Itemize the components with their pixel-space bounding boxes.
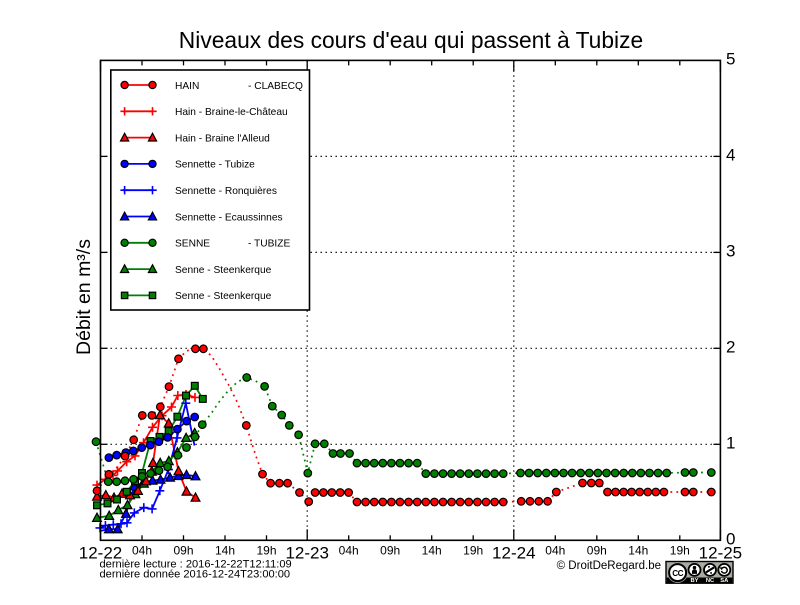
svg-text:12-23: 12-23 <box>285 544 328 563</box>
svg-text:04h: 04h <box>132 544 152 558</box>
svg-text:12-22: 12-22 <box>79 544 122 563</box>
svg-text:BY: BY <box>690 578 698 584</box>
svg-text:04h: 04h <box>339 544 359 558</box>
svg-text:Hain - Braine l'Alleud: Hain - Braine l'Alleud <box>175 133 270 144</box>
svg-text:09h: 09h <box>380 544 400 558</box>
svg-text:Niveaux des cours d'eau qui pa: Niveaux des cours d'eau qui passent à Tu… <box>179 27 643 53</box>
svg-text:2: 2 <box>726 337 735 356</box>
svg-text:12-24: 12-24 <box>492 544 535 563</box>
svg-text:14h: 14h <box>422 544 442 558</box>
svg-text:Senne - Steenkerque: Senne - Steenkerque <box>175 265 272 276</box>
svg-text:dernière donnée 2016-12-24T23: dernière donnée 2016-12-24T23:00:00 <box>100 568 291 580</box>
svg-text:SA: SA <box>720 578 729 584</box>
svg-text:12-25: 12-25 <box>699 544 742 563</box>
svg-text:Hain - Braine-le-Château: Hain - Braine-le-Château <box>175 107 288 118</box>
svg-text:© DroitDeRegard.be: © DroitDeRegard.be <box>557 560 661 572</box>
svg-text:HAIN: HAIN <box>175 81 199 92</box>
svg-text:NC: NC <box>706 578 715 584</box>
svg-text:3: 3 <box>726 242 735 261</box>
svg-text:Débit en m³/s: Débit en m³/s <box>73 239 95 355</box>
svg-text:09h: 09h <box>587 544 607 558</box>
svg-text:19h: 19h <box>463 544 483 558</box>
svg-text:1: 1 <box>726 433 735 452</box>
svg-text:14h: 14h <box>215 544 235 558</box>
svg-text:Senne - Steenkerque: Senne - Steenkerque <box>175 291 272 302</box>
svg-text:- CLABECQ: - CLABECQ <box>248 81 303 92</box>
svg-text:Sennette - Ecaussinnes: Sennette - Ecaussinnes <box>175 212 283 223</box>
svg-text:Sennette - Ronquières: Sennette - Ronquières <box>175 186 277 197</box>
svg-text:4: 4 <box>726 146 735 165</box>
svg-text:dernière lecture : 2016-12-22T: dernière lecture : 2016-12-22T12:11:09 <box>100 558 292 570</box>
svg-text:14h: 14h <box>628 544 648 558</box>
svg-text:04h: 04h <box>545 544 565 558</box>
svg-text:CC: CC <box>672 569 683 578</box>
svg-text:0: 0 <box>726 529 735 548</box>
svg-text:19h: 19h <box>256 544 276 558</box>
svg-text:09h: 09h <box>173 544 193 558</box>
svg-text:- TUBIZE: - TUBIZE <box>248 239 290 250</box>
svg-text:19h: 19h <box>670 544 690 558</box>
svg-text:Sennette - Tubize: Sennette - Tubize <box>175 160 255 171</box>
svg-text:SENNE: SENNE <box>175 239 210 250</box>
svg-text:5: 5 <box>726 50 735 69</box>
